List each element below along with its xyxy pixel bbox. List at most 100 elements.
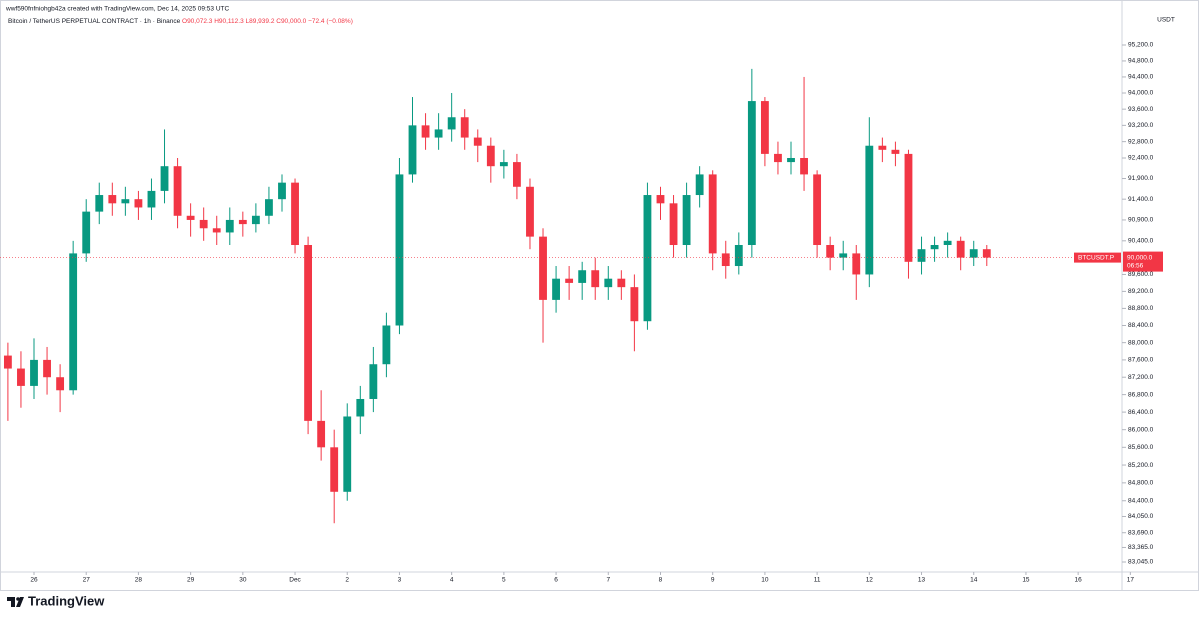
- x-tick-label: 29: [187, 577, 195, 584]
- candle-body: [265, 199, 273, 216]
- y-tick-label: 91,400.0: [1128, 196, 1154, 203]
- y-tick-label: 94,800.0: [1128, 58, 1154, 65]
- x-tick-label: 14: [970, 577, 978, 584]
- x-tick-label: 10: [761, 577, 769, 584]
- candle-body: [721, 253, 730, 267]
- x-tick-label: 27: [83, 577, 91, 584]
- candle-body: [956, 240, 965, 258]
- frame: [0, 0, 1199, 591]
- candle-body: [669, 203, 678, 246]
- candle-body: [891, 149, 900, 154]
- x-tick-label: 12: [866, 577, 874, 584]
- candle-body: [813, 174, 822, 246]
- y-tick-label: 91,900.0: [1128, 175, 1154, 182]
- candle-body: [734, 245, 743, 267]
- candle-body: [356, 398, 365, 417]
- candle-body: [447, 117, 456, 130]
- candle-body: [278, 182, 286, 200]
- candle-body: [238, 219, 247, 225]
- y-tick-label: 93,200.0: [1128, 122, 1154, 129]
- x-tick-label: 2: [345, 577, 349, 584]
- x-tick-label: 15: [1022, 577, 1030, 584]
- candle-body: [552, 278, 560, 300]
- countdown-label: 06:56: [1127, 262, 1144, 269]
- price-label: 90,000.0: [1127, 254, 1153, 261]
- candle-body: [852, 253, 861, 275]
- x-tick-label: 13: [918, 577, 926, 584]
- candle-body: [774, 153, 782, 163]
- y-tick-label: 88,800.0: [1128, 305, 1154, 312]
- y-tick-label: 84,050.0: [1128, 513, 1154, 520]
- candle-body: [930, 245, 939, 250]
- legend-high: H90,112.3: [214, 18, 244, 25]
- candle-body: [747, 101, 756, 246]
- candle-body: [800, 157, 808, 175]
- candle-body: [343, 416, 352, 492]
- candle-body: [943, 240, 952, 246]
- legend-change: −72.4 (−0.08%): [308, 18, 353, 25]
- x-tick-label: 26: [30, 577, 38, 584]
- candle-body: [917, 249, 926, 262]
- candle-body: [526, 186, 534, 237]
- x-tick-label: 4: [450, 577, 454, 584]
- watermark: wwf590fnfniohgb42a created with TradingV…: [5, 6, 229, 13]
- y-tick-label: 92,400.0: [1128, 155, 1154, 162]
- x-tick-label: 3: [398, 577, 402, 584]
- x-tick-label: 30: [239, 577, 247, 584]
- candle-body: [3, 355, 12, 369]
- x-tick-label: 7: [606, 577, 610, 584]
- y-tick-label: 85,200.0: [1128, 462, 1154, 469]
- candle-body: [499, 162, 508, 167]
- currency: USDT: [1157, 17, 1175, 24]
- candle-body: [95, 195, 104, 212]
- candle-body: [682, 195, 691, 246]
- candle-body: [199, 219, 208, 229]
- candle-body: [591, 270, 600, 288]
- y-tick-label: 88,000.0: [1128, 339, 1154, 346]
- candle-body: [212, 228, 221, 233]
- y-tick-label: 87,600.0: [1128, 357, 1154, 364]
- candle-body: [434, 129, 443, 138]
- price-tag: [1123, 251, 1163, 272]
- x-tick-label: 28: [135, 577, 143, 584]
- candle-body: [251, 215, 260, 225]
- candle-body: [969, 249, 978, 258]
- candle-body: [382, 325, 391, 365]
- candle-body: [421, 125, 430, 138]
- candle-body: [473, 137, 482, 146]
- candle-body: [617, 278, 626, 288]
- y-tick-label: 84,400.0: [1128, 497, 1154, 504]
- legend-open: O90,072.3: [182, 18, 213, 25]
- y-tick-label: 90,900.0: [1128, 217, 1154, 224]
- candle-body: [604, 278, 613, 288]
- x-tick-label: 8: [659, 577, 663, 584]
- legend-close: C90,000.0: [276, 18, 306, 25]
- candle-body: [173, 166, 182, 216]
- candle-body: [121, 199, 130, 204]
- y-tick-label: 93,600.0: [1128, 106, 1154, 113]
- x-tick-label: 11: [814, 577, 821, 584]
- x-tick-label: 6: [554, 577, 558, 584]
- candle-body: [395, 174, 404, 326]
- candle-body: [317, 420, 326, 448]
- brand: TradingView: [28, 593, 105, 608]
- x-tick-label: 16: [1075, 577, 1083, 584]
- candle-body: [330, 447, 339, 492]
- candle-body: [826, 245, 835, 258]
- candle-body: [225, 219, 234, 233]
- y-tick-label: 94,000.0: [1128, 90, 1154, 97]
- candle-body: [291, 182, 299, 246]
- candle-body: [982, 249, 991, 258]
- candle-body: [17, 368, 25, 386]
- symbol-tag: [1074, 252, 1121, 263]
- y-tick-label: 83,690.0: [1128, 529, 1154, 536]
- y-tick-label: 85,600.0: [1128, 444, 1154, 451]
- candle-body: [695, 174, 704, 196]
- y-tick-label: 83,045.0: [1128, 559, 1154, 566]
- candle-body: [565, 278, 574, 283]
- candle-body: [539, 236, 547, 300]
- candle-body: [513, 162, 521, 187]
- candle-body: [369, 364, 378, 399]
